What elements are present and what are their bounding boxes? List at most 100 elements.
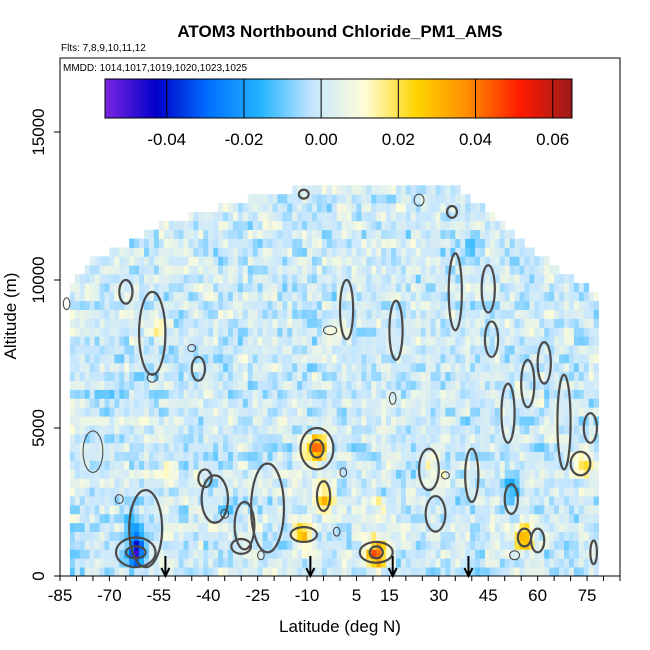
heatmap-cell xyxy=(168,469,175,479)
contour-line xyxy=(480,264,496,314)
heatmap-cell xyxy=(218,371,224,382)
heatmap-cell xyxy=(109,371,115,382)
heatmap-cell xyxy=(410,203,417,213)
heatmap-cell xyxy=(287,327,293,337)
heatmap-cell xyxy=(69,442,76,453)
heatmap-cell xyxy=(391,309,397,319)
heatmap-cell xyxy=(163,425,170,435)
heatmap-cell xyxy=(94,345,100,355)
heatmap-cell xyxy=(139,309,145,319)
heatmap-cell xyxy=(430,389,436,399)
heatmap-cell xyxy=(257,496,263,506)
heatmap-cell xyxy=(262,433,268,444)
heatmap-cell xyxy=(292,256,298,266)
heatmap-cell xyxy=(183,318,189,328)
heatmap-cell xyxy=(94,531,100,541)
heatmap-cell xyxy=(148,522,155,532)
contour-line xyxy=(289,526,319,544)
heatmap-cell xyxy=(470,513,476,524)
heatmap-cell xyxy=(480,416,486,426)
heatmap-cell xyxy=(391,300,397,310)
heatmap-cell xyxy=(139,504,145,515)
heatmap-cell xyxy=(470,354,476,364)
heatmap-cell xyxy=(203,274,209,284)
heatmap-cell xyxy=(529,345,535,355)
heatmap-cell xyxy=(494,229,501,239)
heatmap-cell xyxy=(484,531,491,541)
heatmap-cell xyxy=(559,442,565,453)
heatmap-cell xyxy=(336,247,343,257)
heatmap-cell xyxy=(460,496,466,506)
heatmap-cell xyxy=(237,318,244,328)
heatmap-cell xyxy=(356,513,362,524)
heatmap-cell xyxy=(321,282,328,293)
heatmap-cell xyxy=(519,442,525,453)
heatmap-cell xyxy=(529,291,535,302)
heatmap-cell xyxy=(69,327,76,337)
heatmap-cell xyxy=(272,416,278,426)
heatmap-cell xyxy=(232,309,239,319)
heatmap-cell xyxy=(272,238,278,248)
heatmap-cell xyxy=(321,274,328,284)
heatmap-cell xyxy=(321,194,328,204)
heatmap-cell xyxy=(247,460,254,470)
heatmap-cell xyxy=(198,336,204,346)
heatmap-cell xyxy=(223,407,229,417)
heatmap-cell xyxy=(89,345,95,355)
heatmap-cell xyxy=(257,558,263,568)
heatmap-cell xyxy=(470,274,476,284)
heatmap-cell xyxy=(475,442,481,453)
heatmap-cell xyxy=(554,496,560,506)
heatmap-cell xyxy=(188,496,194,506)
heatmap-cell xyxy=(262,238,268,248)
heatmap-cell xyxy=(99,407,105,417)
heatmap-cell xyxy=(509,229,515,239)
heatmap-cell xyxy=(331,318,338,328)
heatmap-cell xyxy=(282,229,288,239)
heatmap-cell xyxy=(252,496,259,506)
heatmap-cell xyxy=(203,238,209,248)
heatmap-cell xyxy=(544,567,550,577)
heatmap-cell xyxy=(460,504,466,515)
heatmap-cell xyxy=(69,549,76,559)
heatmap-cell xyxy=(514,433,520,444)
heatmap-cell xyxy=(193,256,199,266)
heatmap-cell xyxy=(514,504,520,515)
heatmap-cell xyxy=(435,274,441,284)
heatmap-cell xyxy=(232,407,239,417)
heatmap-cell xyxy=(312,300,318,310)
heatmap-cell xyxy=(193,487,199,497)
heatmap-cell xyxy=(208,416,214,426)
heatmap-cell xyxy=(94,451,100,461)
heatmap-cell xyxy=(504,362,511,373)
heatmap-cell xyxy=(242,309,249,319)
heatmap-cell xyxy=(480,487,486,497)
heatmap-cell xyxy=(554,442,560,453)
heatmap-cell xyxy=(272,389,278,399)
heatmap-cell xyxy=(534,256,540,266)
heatmap-cell xyxy=(262,558,268,568)
heatmap-cell xyxy=(341,522,347,532)
heatmap-cell xyxy=(420,549,427,559)
heatmap-cell xyxy=(119,407,125,417)
heatmap-cell xyxy=(272,451,278,461)
heatmap-cell xyxy=(494,318,501,328)
heatmap-cell xyxy=(139,398,145,408)
heatmap-cell xyxy=(371,282,377,293)
heatmap-cell xyxy=(405,504,412,515)
heatmap-cell xyxy=(593,496,599,506)
heatmap-cell xyxy=(99,291,105,302)
heatmap-cell xyxy=(277,309,283,319)
heatmap-cell xyxy=(475,398,481,408)
heatmap-cell xyxy=(79,327,86,337)
heatmap-cell xyxy=(366,185,372,195)
heatmap-cell xyxy=(544,389,550,399)
heatmap-cell xyxy=(470,451,476,461)
heatmap-cell xyxy=(361,318,367,328)
heatmap-cell xyxy=(203,433,209,444)
heatmap-cell xyxy=(499,291,506,302)
heatmap-cell xyxy=(262,531,268,541)
heatmap-cell xyxy=(168,247,175,257)
heatmap-cell xyxy=(321,389,328,399)
heatmap-cell xyxy=(218,345,224,355)
